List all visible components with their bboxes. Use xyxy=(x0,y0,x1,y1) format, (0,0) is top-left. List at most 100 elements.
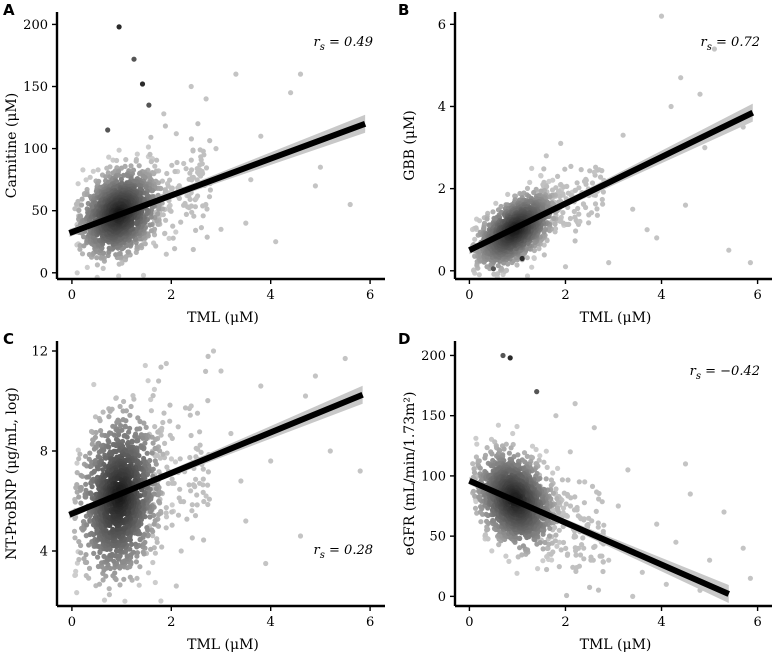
data-point xyxy=(495,422,501,428)
data-point xyxy=(106,592,112,598)
data-point xyxy=(72,499,78,505)
data-point xyxy=(153,486,159,492)
data-point xyxy=(84,264,90,270)
scatter-points xyxy=(469,13,754,280)
x-tick-label: 6 xyxy=(366,615,374,630)
data-point xyxy=(106,249,112,255)
data-point xyxy=(541,242,547,248)
data-point xyxy=(77,242,83,249)
data-point xyxy=(190,246,196,253)
data-point xyxy=(136,182,142,188)
data-point xyxy=(90,168,96,174)
data-point xyxy=(575,545,582,551)
data-point xyxy=(148,159,154,165)
data-point xyxy=(133,559,139,565)
data-point xyxy=(178,548,184,554)
data-point xyxy=(89,484,95,490)
data-point xyxy=(169,435,175,441)
data-point xyxy=(137,537,143,543)
data-point xyxy=(148,214,154,220)
data-point xyxy=(127,412,133,418)
data-point xyxy=(140,472,146,478)
data-point xyxy=(100,265,106,271)
x-tick-label: 6 xyxy=(753,288,761,303)
data-point xyxy=(573,552,579,558)
data-point xyxy=(726,247,732,253)
data-point xyxy=(599,168,605,174)
data-point xyxy=(542,539,548,546)
data-point xyxy=(554,496,560,502)
data-point xyxy=(188,83,194,90)
data-point xyxy=(297,71,304,77)
data-point xyxy=(273,239,279,245)
data-point xyxy=(474,441,480,447)
data-point xyxy=(327,448,333,454)
data-point xyxy=(78,500,84,506)
data-point xyxy=(80,167,86,173)
y-tick-label: 2 xyxy=(438,182,446,197)
data-point xyxy=(194,502,200,508)
data-point xyxy=(156,511,162,517)
data-point xyxy=(551,215,557,221)
data-point xyxy=(138,444,144,450)
data-point xyxy=(178,219,184,225)
data-point xyxy=(193,227,199,233)
data-point xyxy=(248,177,254,183)
data-point xyxy=(576,211,582,217)
data-point xyxy=(472,236,478,242)
data-point xyxy=(184,516,190,522)
data-point xyxy=(145,378,151,384)
data-point xyxy=(495,271,501,277)
data-point xyxy=(514,570,520,576)
y-axis-title: Carnitine (μM) xyxy=(4,93,20,198)
data-point xyxy=(588,554,594,560)
data-point xyxy=(563,545,569,552)
data-point xyxy=(127,574,133,580)
data-point xyxy=(587,168,593,174)
data-point xyxy=(557,193,563,200)
data-point xyxy=(188,157,194,163)
data-point xyxy=(174,159,180,166)
data-point xyxy=(302,393,309,399)
data-point xyxy=(145,144,151,150)
data-point xyxy=(176,183,182,189)
data-point xyxy=(181,160,187,167)
data-point xyxy=(183,166,189,172)
data-point xyxy=(161,410,167,416)
data-point xyxy=(107,164,113,170)
data-point xyxy=(84,559,90,566)
data-point xyxy=(678,75,684,81)
data-point xyxy=(476,458,482,464)
data-point xyxy=(536,246,542,252)
x-tick-label: 0 xyxy=(68,615,76,630)
data-point xyxy=(524,185,531,191)
data-point xyxy=(541,252,547,258)
data-point xyxy=(163,525,169,531)
data-point xyxy=(159,206,166,212)
data-point xyxy=(128,403,134,410)
data-point xyxy=(533,446,539,453)
x-tick-label: 4 xyxy=(657,288,665,303)
data-point xyxy=(78,550,84,556)
data-point xyxy=(144,525,150,531)
data-point xyxy=(478,519,484,525)
data-point xyxy=(200,213,206,219)
data-point xyxy=(191,213,197,219)
data-point xyxy=(470,488,477,494)
data-point xyxy=(548,551,554,557)
data-point xyxy=(152,579,158,586)
data-point xyxy=(566,221,572,227)
data-point xyxy=(203,96,209,102)
data-point xyxy=(702,145,708,151)
data-point xyxy=(176,495,182,501)
data-point xyxy=(546,178,552,184)
data-point xyxy=(553,532,559,538)
data-point xyxy=(91,550,97,557)
data-point xyxy=(93,237,99,243)
data-point xyxy=(134,438,140,444)
data-point xyxy=(535,566,541,572)
data-point xyxy=(503,553,509,559)
data-point xyxy=(547,194,553,200)
data-point xyxy=(113,395,119,401)
